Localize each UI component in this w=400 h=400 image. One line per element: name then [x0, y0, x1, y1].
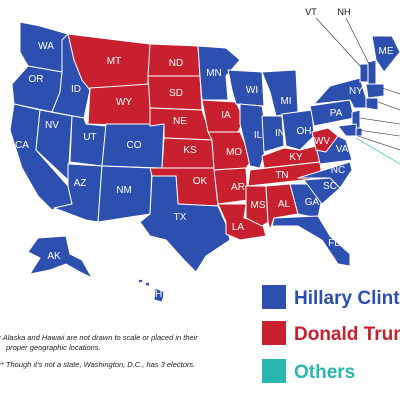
state-ms: [245, 185, 269, 227]
state-label-mt: MT: [107, 56, 121, 67]
state-label-ne: NE: [173, 116, 187, 127]
state-me: [371, 35, 400, 73]
state-fl: [271, 215, 351, 267]
state-label-ar: AR: [231, 182, 245, 193]
state-ma: [365, 83, 385, 99]
state-il: [239, 103, 269, 169]
state-oh: [281, 109, 315, 151]
state-label-ks: KS: [183, 145, 197, 156]
callout-label-vt: VT: [305, 7, 317, 17]
state-label-nv: NV: [45, 120, 59, 131]
state-label-co: CO: [127, 140, 142, 151]
state-label-al: AL: [278, 199, 291, 210]
state-label-mn: MN: [206, 68, 222, 79]
legend-swatch-trump: [262, 321, 286, 345]
state-ct: [365, 97, 379, 111]
state-mi: [261, 69, 299, 117]
legend-item-clinton: Hillary Clinton: [262, 285, 400, 309]
state-label-az: AZ: [74, 178, 87, 189]
callout-label-nh: NH: [338, 7, 351, 17]
legend-item-others: Others: [262, 359, 355, 383]
state-label-oh: OH: [297, 126, 312, 137]
state-tx: [139, 175, 231, 273]
state-label-pa: PA: [330, 108, 343, 119]
state-label-mo: MO: [226, 147, 242, 158]
legend-label-others: Others: [294, 362, 355, 383]
state-label-ga: GA: [305, 197, 320, 208]
state-label-va: VA: [336, 144, 349, 155]
state-label-nm: NM: [116, 185, 132, 196]
legend-item-trump: Donald Trump: [262, 321, 400, 345]
state-label-in: IN: [275, 128, 285, 139]
footnote-line-3: ** Though it's not a state, Washington, …: [0, 360, 195, 369]
state-de: [355, 127, 363, 137]
state-label-fl: FL: [328, 238, 340, 249]
state-label-hi: HI: [155, 289, 165, 300]
state-wv: [311, 127, 339, 153]
state-label-ok: OK: [193, 176, 208, 187]
state-label-tx: TX: [174, 212, 187, 223]
state-label-tn: TN: [275, 170, 288, 181]
state-labels: WA OR CA NV ID MT WY UT AZ CO NM ND SD N…: [15, 7, 394, 300]
state-nc: [297, 161, 353, 189]
legend-swatch-clinton: [262, 285, 286, 309]
state-label-wv: WV: [314, 136, 330, 147]
state-in: [261, 115, 285, 153]
footnotes: * Alaska and Hawaii are not drawn to sca…: [0, 333, 198, 369]
state-md: [337, 123, 359, 137]
state-label-ca: CA: [15, 140, 29, 151]
legend-label-clinton: Hillary Clinton: [294, 288, 400, 309]
state-label-id: ID: [71, 84, 81, 95]
state-label-nd: ND: [169, 58, 183, 69]
legend: Hillary Clinton Donald Trump Others: [262, 285, 400, 383]
state-label-wi: WI: [246, 85, 258, 96]
state-la: [217, 203, 267, 241]
state-mn: [197, 45, 241, 101]
state-label-wa: WA: [38, 41, 54, 52]
legend-label-trump: Donald Trump: [294, 324, 400, 345]
state-ak: [27, 235, 93, 279]
state-label-sc: SC: [323, 181, 337, 192]
state-label-ky: KY: [289, 152, 303, 163]
legend-swatch-others: [262, 359, 286, 383]
state-label-sd: SD: [169, 88, 183, 99]
callout-lines: [315, 17, 400, 165]
state-label-ia: IA: [221, 110, 231, 121]
state-label-wy: WY: [116, 97, 132, 108]
state-hi-big-island: [153, 287, 166, 303]
state-label-nc: NC: [331, 165, 345, 176]
state-label-la: LA: [232, 222, 245, 233]
state-label-ms: MS: [251, 200, 266, 211]
state-label-ut: UT: [83, 132, 96, 143]
state-label-il: IL: [254, 130, 263, 141]
footnote-line-1: * Alaska and Hawaii are not drawn to sca…: [0, 333, 198, 342]
state-label-ny: NY: [349, 86, 363, 97]
footnote-line-2: proper geographic locations.: [5, 343, 101, 352]
state-label-me: ME: [379, 46, 394, 57]
state-label-ak: AK: [47, 251, 61, 262]
state-nh: [367, 59, 377, 85]
state-hi-islands: [137, 278, 151, 287]
state-label-mi: MI: [280, 96, 291, 107]
state-label-or: OR: [29, 74, 44, 85]
